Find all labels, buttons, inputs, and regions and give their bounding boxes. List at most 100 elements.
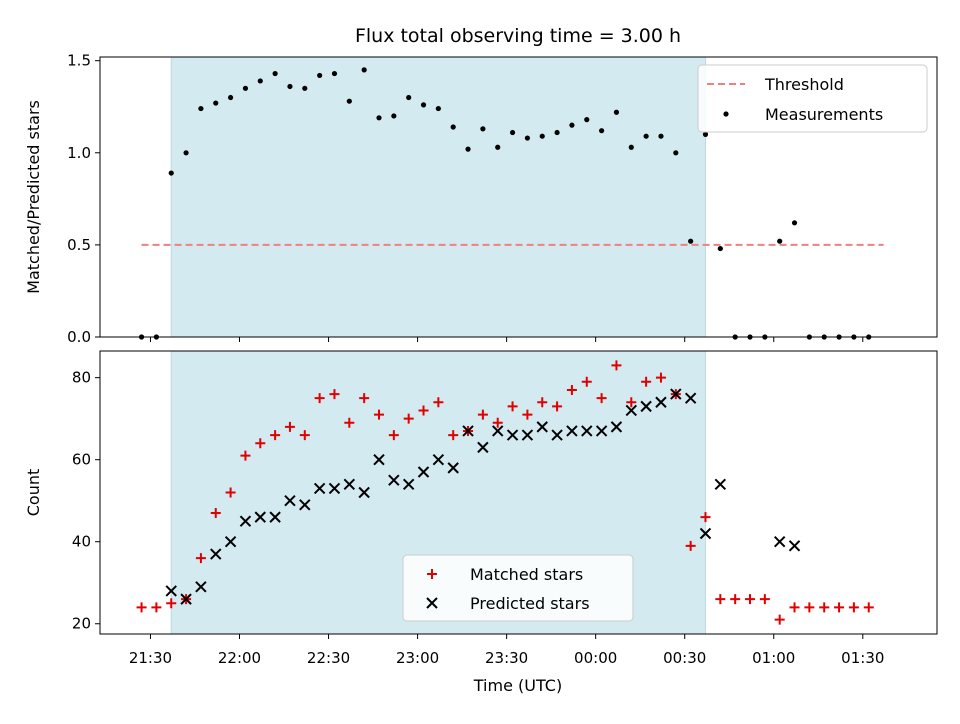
legend-box bbox=[697, 64, 928, 133]
measurement-point bbox=[777, 238, 783, 244]
top-panel: 0.0 0.5 1.0 1.5 Matched/Predicted stars Thres… bbox=[24, 52, 938, 346]
matched-star-point bbox=[626, 397, 637, 408]
measurement-point bbox=[673, 150, 679, 156]
predicted-star-point bbox=[536, 421, 548, 433]
measurement-point bbox=[287, 83, 293, 90]
predicted-star-point bbox=[714, 478, 727, 491]
matched-star-point bbox=[789, 602, 800, 613]
predicted-star-point bbox=[284, 494, 296, 507]
matched-star-point bbox=[522, 409, 533, 420]
y-axis-label: Matched/Predicted stars bbox=[24, 100, 43, 294]
measurement-point bbox=[227, 94, 234, 101]
matched-star-point bbox=[700, 512, 711, 523]
plot-frame bbox=[99, 56, 938, 338]
predicted-star-point bbox=[655, 396, 667, 408]
measurement-point bbox=[406, 94, 412, 101]
matched-star-point bbox=[344, 417, 355, 428]
legend-box bbox=[402, 554, 634, 622]
matched-star-point bbox=[819, 602, 830, 613]
predicted-star-point bbox=[299, 499, 311, 511]
predicted-star-point bbox=[477, 441, 489, 454]
y-tick-label: 20 bbox=[72, 615, 91, 633]
measurement-point bbox=[584, 117, 590, 123]
legend-measurements-label: Measurements bbox=[765, 105, 883, 124]
predicted-star-point bbox=[432, 453, 445, 466]
series-predicted-stars bbox=[165, 388, 801, 605]
legend-threshold-label: Threshold bbox=[764, 75, 844, 94]
measurement-point bbox=[198, 105, 204, 112]
predicted-star-point bbox=[254, 511, 266, 523]
measurement-point bbox=[242, 85, 249, 91]
x-axis-label: Time (UTC) bbox=[473, 676, 562, 695]
x-tick-label: 01:30 bbox=[841, 649, 884, 667]
matched-star-point bbox=[685, 540, 696, 551]
matched-star-point bbox=[507, 401, 518, 412]
matched-star-point bbox=[596, 393, 607, 404]
predicted-star-point bbox=[165, 585, 177, 597]
predicted-star-point bbox=[610, 421, 623, 433]
y-tick-label: 0.5 bbox=[67, 236, 91, 254]
predicted-star-point bbox=[180, 593, 192, 605]
matched-star-point bbox=[225, 487, 236, 498]
matched-star-point bbox=[299, 430, 310, 441]
predicted-star-point bbox=[492, 425, 504, 437]
measurement-point bbox=[361, 67, 367, 73]
matched-star-point bbox=[611, 360, 622, 371]
measurement-point bbox=[509, 129, 516, 136]
measurement-point bbox=[717, 245, 723, 252]
chart-title: Flux total observing time = 3.00 h bbox=[355, 25, 681, 47]
observing-window-shade bbox=[170, 56, 706, 338]
y-tick-label: 0.0 bbox=[67, 328, 91, 346]
matched-star-point bbox=[863, 602, 874, 613]
matched-star-point bbox=[774, 614, 785, 625]
predicted-star-point bbox=[343, 478, 356, 491]
matched-star-point bbox=[418, 405, 429, 416]
matched-star-point bbox=[537, 397, 548, 408]
predicted-star-point bbox=[195, 581, 207, 593]
series-measurements bbox=[138, 67, 872, 340]
predicted-star-point bbox=[788, 540, 801, 552]
legend-matched-label: Matched stars bbox=[470, 565, 583, 584]
matched-star-point bbox=[745, 594, 756, 605]
predicted-star-point bbox=[595, 425, 608, 437]
plot-frame bbox=[99, 350, 938, 635]
measurement-point bbox=[435, 105, 441, 112]
predicted-star-point bbox=[269, 511, 281, 523]
measurement-point bbox=[183, 150, 189, 156]
measurement-point bbox=[317, 72, 323, 79]
predicted-star-point bbox=[210, 548, 222, 560]
predicted-star-point bbox=[625, 404, 637, 417]
matched-star-point bbox=[715, 594, 726, 605]
x-tick-label: 00:00 bbox=[574, 649, 617, 667]
measurement-point bbox=[272, 70, 278, 77]
predicted-star-point bbox=[521, 429, 534, 441]
predicted-star-point bbox=[581, 425, 593, 437]
x-tick-label: 23:00 bbox=[396, 649, 439, 667]
predicted-star-point bbox=[447, 462, 459, 474]
measurement-point bbox=[346, 98, 352, 104]
predicted-star-point bbox=[313, 482, 326, 495]
predicted-star-point bbox=[551, 429, 563, 441]
predicted-star-point bbox=[388, 474, 400, 486]
measurement-point bbox=[450, 124, 456, 130]
legend: Threshold Measurements bbox=[697, 64, 928, 133]
predicted-star-point bbox=[358, 486, 370, 499]
measurement-point bbox=[643, 133, 649, 139]
matched-star-point bbox=[403, 413, 414, 424]
matched-star-point bbox=[374, 409, 384, 420]
bottom-panel: 20 40 60 80 21:30 22:00 22:30 23:00 23:30 00:00 00… bbox=[24, 350, 938, 667]
measurement-point bbox=[599, 128, 605, 134]
y-tick-label: 1.5 bbox=[67, 52, 91, 70]
measurement-point bbox=[539, 133, 545, 139]
predicted-star-point bbox=[566, 425, 578, 437]
matched-star-point bbox=[566, 384, 577, 395]
predicted-star-point bbox=[684, 392, 697, 404]
legend: Matched stars Predicted stars bbox=[402, 554, 634, 622]
measurement-point bbox=[613, 109, 620, 115]
matched-star-point bbox=[834, 602, 845, 613]
matched-star-point bbox=[759, 594, 770, 605]
matched-star-point bbox=[314, 393, 325, 404]
legend-measurements-swatch bbox=[723, 111, 729, 117]
measurement-point bbox=[791, 220, 798, 226]
matched-star-point bbox=[151, 602, 162, 613]
